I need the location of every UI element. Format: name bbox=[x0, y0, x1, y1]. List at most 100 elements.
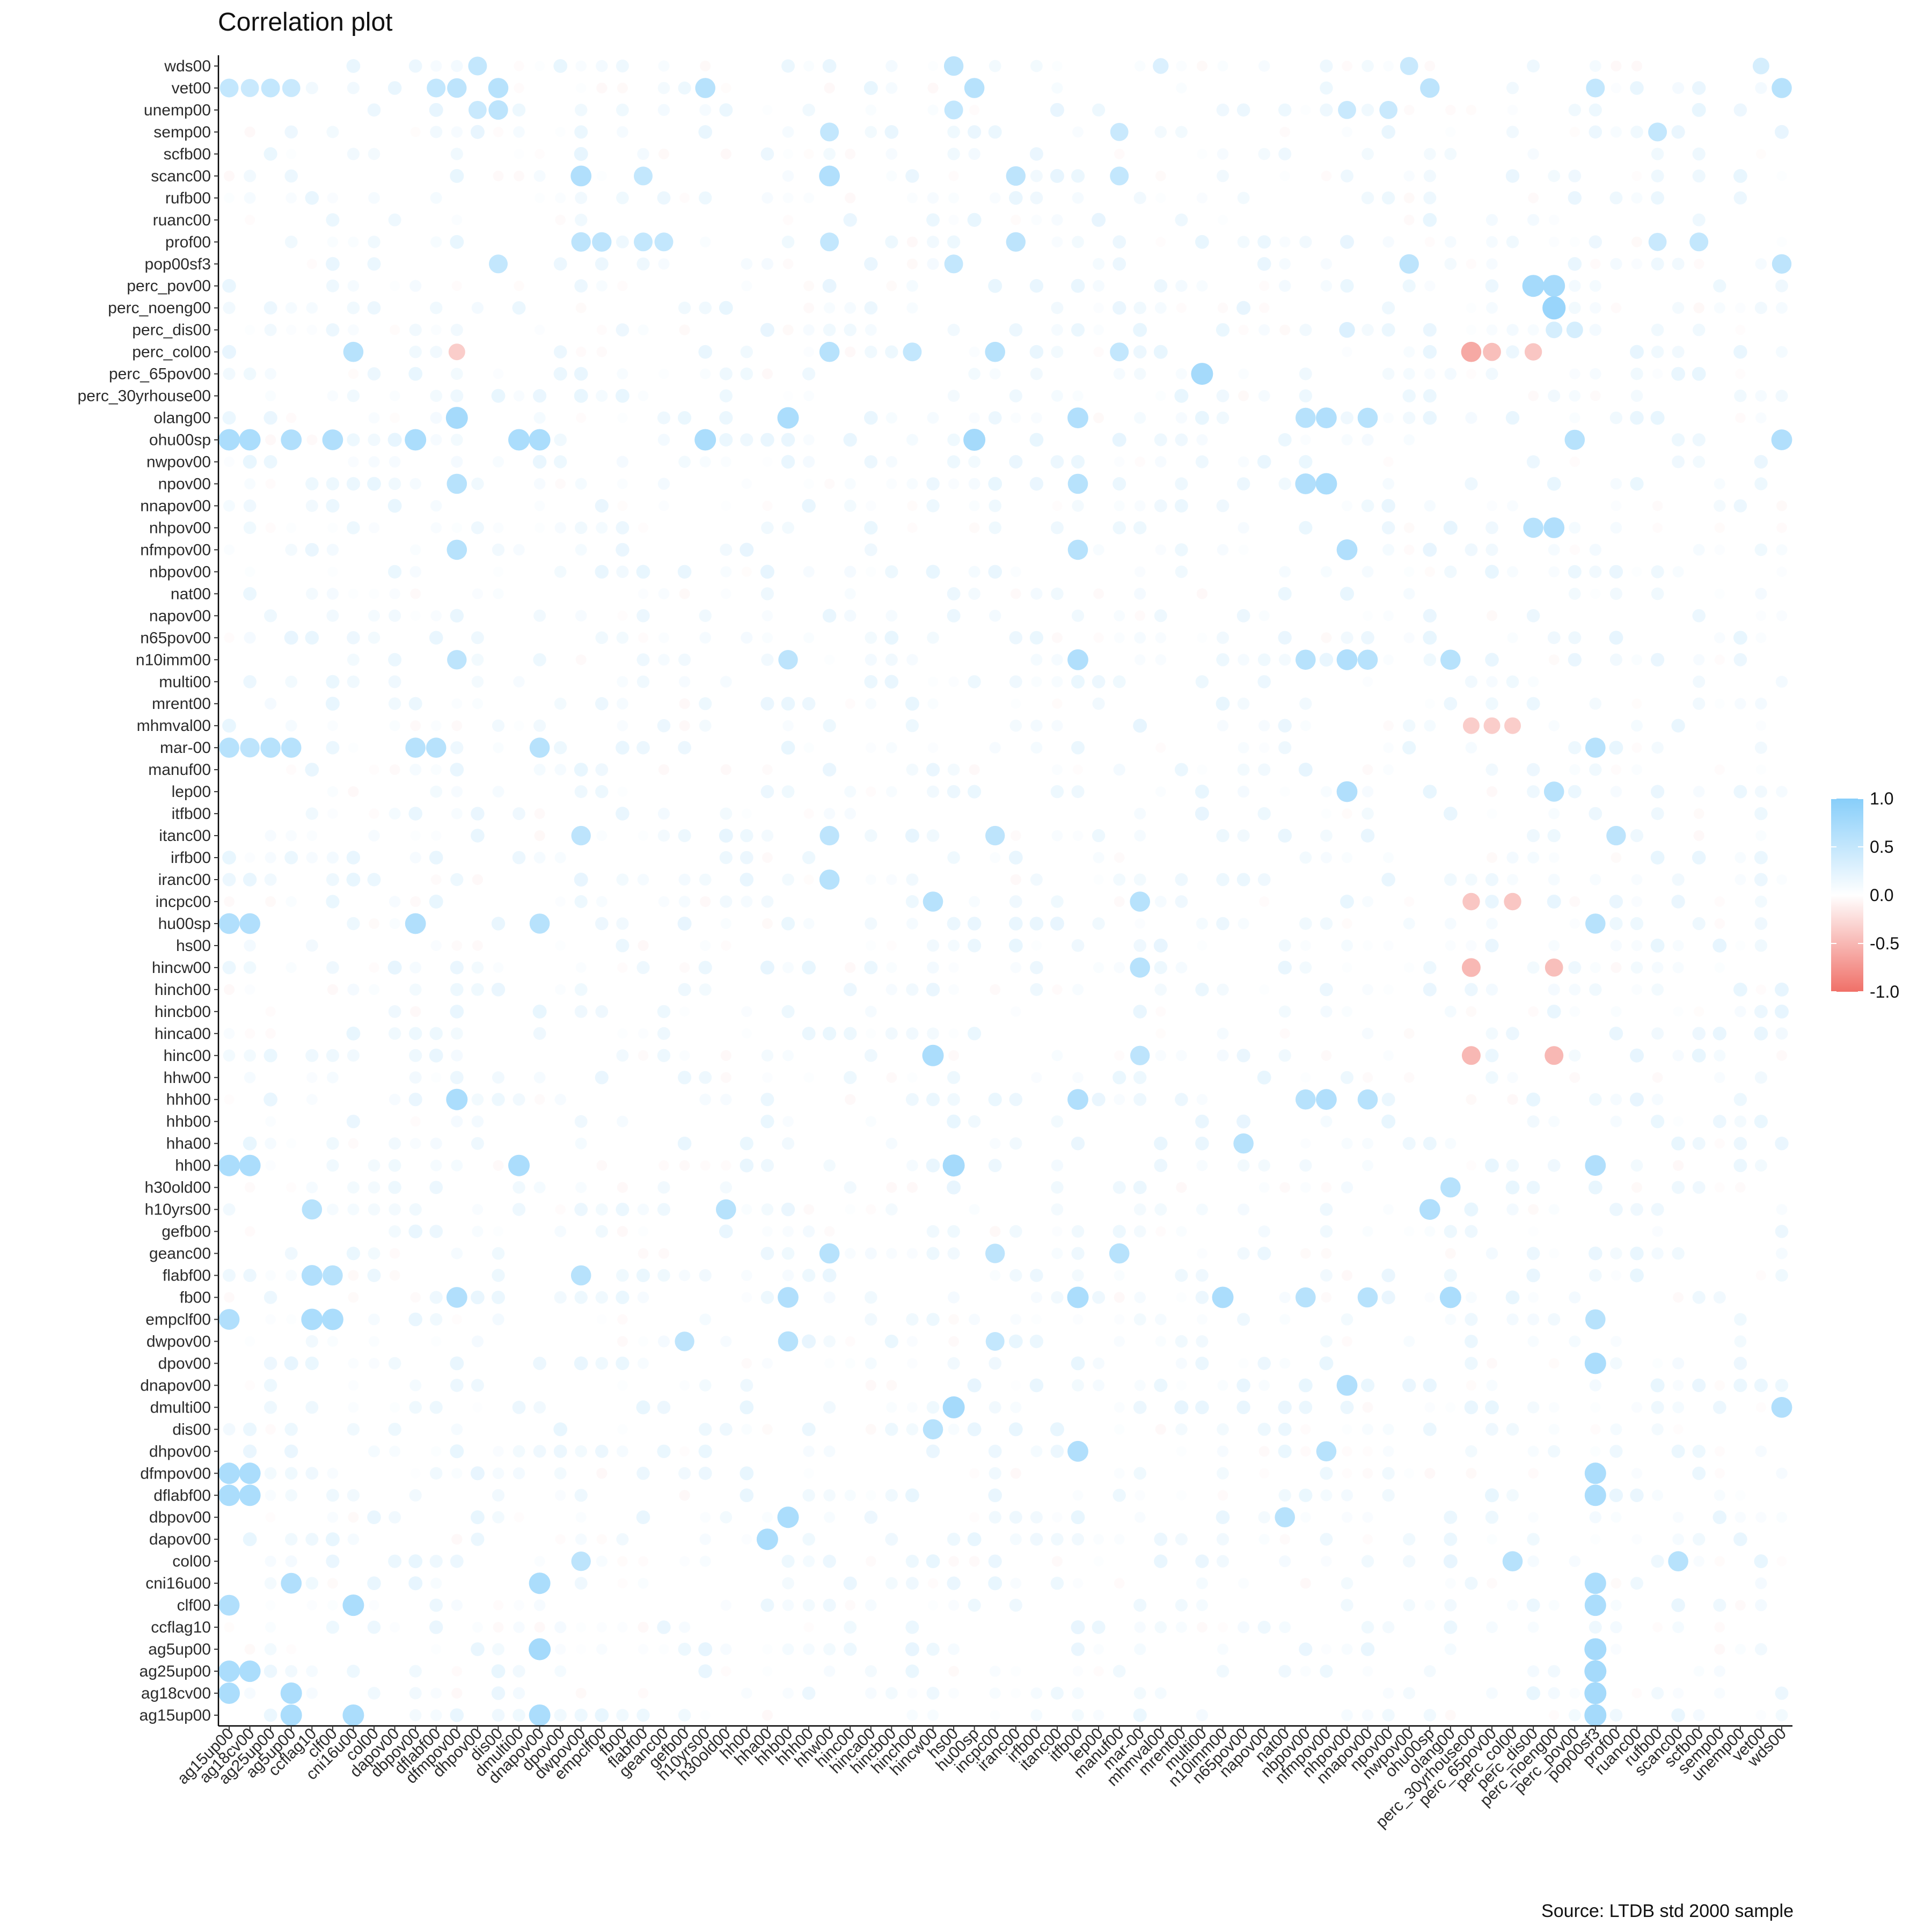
bubble-flabf00-perc_dis00 bbox=[1526, 1268, 1540, 1283]
bubble-empclf00-manuf00 bbox=[1114, 1314, 1125, 1325]
bubble-nhpov00-clf00 bbox=[327, 522, 338, 533]
bubble-prof00-napov00 bbox=[1257, 235, 1271, 249]
bubble-mhmval00-ag5up00 bbox=[285, 720, 297, 732]
bubble-incpc00-h10yrs00 bbox=[700, 896, 711, 908]
bubble-perc_dis00-hhw00 bbox=[823, 324, 836, 336]
bubble-hhh00-dmulti00 bbox=[513, 1093, 525, 1106]
bubble-itfb00-ccflag10 bbox=[305, 807, 318, 820]
bubble-dfmpov00-ag25up00 bbox=[264, 1467, 277, 1480]
bubble-dwpov00-unemp00 bbox=[1734, 1335, 1747, 1348]
bubble-itfb00-mar-00 bbox=[1134, 808, 1146, 820]
bubble-multi00-hincw00 bbox=[927, 676, 939, 687]
bubble-incpc00-hh00 bbox=[741, 896, 753, 908]
y-tick-label: col00 bbox=[172, 1553, 211, 1570]
bubble-ag18cv00-hhb00 bbox=[782, 1687, 794, 1699]
bubble-n65pov00-fb00 bbox=[616, 632, 629, 644]
bubble-ag5up00-dhpov00 bbox=[471, 1642, 485, 1656]
bubble-lep00-n65pov00 bbox=[1238, 786, 1250, 798]
bubble-col00-empclf00 bbox=[596, 1555, 608, 1567]
bubble-olang00-ruanc00 bbox=[1630, 411, 1644, 425]
bubble-nhpov00-olang00 bbox=[1443, 521, 1458, 535]
bubble-olang00-ag25up00 bbox=[264, 411, 277, 425]
bubble-n10imm00-ruanc00 bbox=[1631, 654, 1643, 665]
bubble-n10imm00-nnapov00 bbox=[1357, 649, 1378, 670]
bubble-ag15up00-olang00 bbox=[1445, 1710, 1456, 1721]
bubble-mrent00-dhpov00 bbox=[472, 698, 484, 709]
bubble-ohu00sp-ag5up00 bbox=[281, 429, 302, 450]
bubble-nhpov00-dflabf00 bbox=[430, 522, 442, 533]
bubble-dbpov00-nhpov00 bbox=[1341, 1512, 1353, 1523]
bubble-perc_30yrhouse00-dapov00 bbox=[389, 390, 400, 401]
bubble-hincw00-hincb00 bbox=[886, 962, 897, 973]
bubble-olang00-col00 bbox=[368, 412, 380, 423]
bubble-perc_dis00-hha00 bbox=[760, 323, 774, 337]
bubble-n65pov00-itanc00 bbox=[1051, 632, 1063, 643]
bubble-perc_col00-hhw00 bbox=[819, 341, 840, 362]
bubble-iranc00-perc_65pov00 bbox=[1485, 873, 1499, 887]
bubble-hincb00-unemp00 bbox=[1735, 1006, 1746, 1018]
bubble-nat00-pop00sf3 bbox=[1590, 588, 1601, 599]
bubble-ag18cv00-nwpov00 bbox=[1403, 1687, 1415, 1700]
bubble-fb00-dflabf00 bbox=[429, 1291, 443, 1304]
bubble-npov00-hh00 bbox=[741, 478, 752, 489]
bubble-dnapov00-hinca00 bbox=[865, 1380, 876, 1391]
bubble-itanc00-n10imm00 bbox=[1216, 829, 1230, 843]
bubble-scfb00-ag5up00 bbox=[286, 149, 297, 159]
bubble-n10imm00-ohu00sp bbox=[1423, 653, 1437, 667]
bubble-h30old00-h30old00 bbox=[720, 1181, 733, 1194]
bubble-hinca00-hhh00 bbox=[802, 1027, 816, 1041]
bubble-ohu00sp-dpov00 bbox=[554, 433, 567, 447]
bubble-pop00sf3-hinca00 bbox=[864, 257, 878, 271]
y-tick-label: multi00 bbox=[159, 673, 211, 691]
bubble-mrent00-perc_65pov00 bbox=[1485, 697, 1498, 710]
bubble-irfb00-ag18cv00 bbox=[244, 852, 255, 863]
bubble-nwpov00-n65pov00 bbox=[1238, 456, 1249, 467]
y-tick-label: unemp00 bbox=[144, 101, 211, 119]
bubble-n10imm00-gefb00 bbox=[678, 653, 691, 666]
bubble-perc_pov00-irfb00 bbox=[1029, 279, 1044, 293]
bubble-gefb00-flabf00 bbox=[638, 1226, 648, 1237]
bubble-dmulti00-cni16u00 bbox=[348, 1402, 359, 1413]
bubble-prof00-flabf00 bbox=[634, 232, 653, 252]
bubble-ohu00sp-perc_pov00 bbox=[1564, 429, 1585, 450]
bubble-hincb00-prof00 bbox=[1611, 1006, 1622, 1017]
bubble-gefb00-dapov00 bbox=[389, 1225, 401, 1238]
bubble-fb00-mar-00 bbox=[1134, 1291, 1146, 1304]
bubble-geanc00-prof00 bbox=[1610, 1247, 1622, 1260]
bubble-dnapov00-ag18cv00 bbox=[245, 1380, 255, 1391]
bubble-perc_col00-hincb00 bbox=[885, 345, 898, 358]
bubble-hinch00-napov00 bbox=[1259, 984, 1270, 995]
bubble-hinca00-hhw00 bbox=[823, 1027, 837, 1041]
bubble-iranc00-fb00 bbox=[616, 873, 629, 886]
bubble-mhmval00-dflabf00 bbox=[430, 720, 442, 731]
bubble-hhh00-nfmpov00 bbox=[1316, 1089, 1337, 1110]
bubble-nwpov00-gefb00 bbox=[678, 456, 691, 468]
bubble-dflabf00-ruanc00 bbox=[1630, 1488, 1644, 1502]
bubble-napov00-hhw00 bbox=[822, 609, 837, 623]
bubble-perc_30yrhouse00-ohu00sp bbox=[1423, 389, 1437, 403]
bubble-unemp00-itanc00 bbox=[1050, 103, 1064, 117]
bubble-incpc00-mrent00 bbox=[1175, 895, 1188, 908]
bubble-multi00-ag5up00 bbox=[285, 675, 298, 688]
bubble-lep00-nat00 bbox=[1279, 786, 1290, 797]
bubble-manuf00-dflabf00 bbox=[430, 764, 442, 775]
y-tick-label: scfb00 bbox=[164, 145, 211, 163]
bubble-perc_65pov00-dwpov00 bbox=[574, 367, 588, 381]
bubble-nhpov00-wds00 bbox=[1776, 522, 1787, 533]
bubble-empclf00-hs00 bbox=[948, 1314, 959, 1325]
bubble-perc_noeng00-perc_noeng00 bbox=[1542, 296, 1566, 320]
bubble-dpov00-nfmpov00 bbox=[1319, 1356, 1334, 1371]
bubble-scanc00-dnapov00 bbox=[533, 170, 546, 182]
bubble-hs00-perc_65pov00 bbox=[1485, 939, 1499, 953]
bubble-ag15up00-irfb00 bbox=[1030, 1709, 1043, 1721]
bubble-napov00-col00 bbox=[368, 610, 380, 622]
bubble-mrent00-hinc00 bbox=[845, 698, 855, 709]
bubble-irfb00-perc_col00 bbox=[1506, 851, 1519, 864]
bubble-dbpov00-itfb00 bbox=[1071, 1510, 1085, 1525]
bubble-dflabf00-clf00 bbox=[326, 1489, 339, 1502]
bubble-itfb00-napov00 bbox=[1257, 807, 1271, 821]
bubble-h10yrs00-empclf00 bbox=[595, 1203, 608, 1216]
bubble-wds00-dnapov00 bbox=[535, 61, 545, 71]
bubble-iranc00-n65pov00 bbox=[1236, 873, 1250, 887]
bubble-nhpov00-n65pov00 bbox=[1238, 522, 1249, 534]
